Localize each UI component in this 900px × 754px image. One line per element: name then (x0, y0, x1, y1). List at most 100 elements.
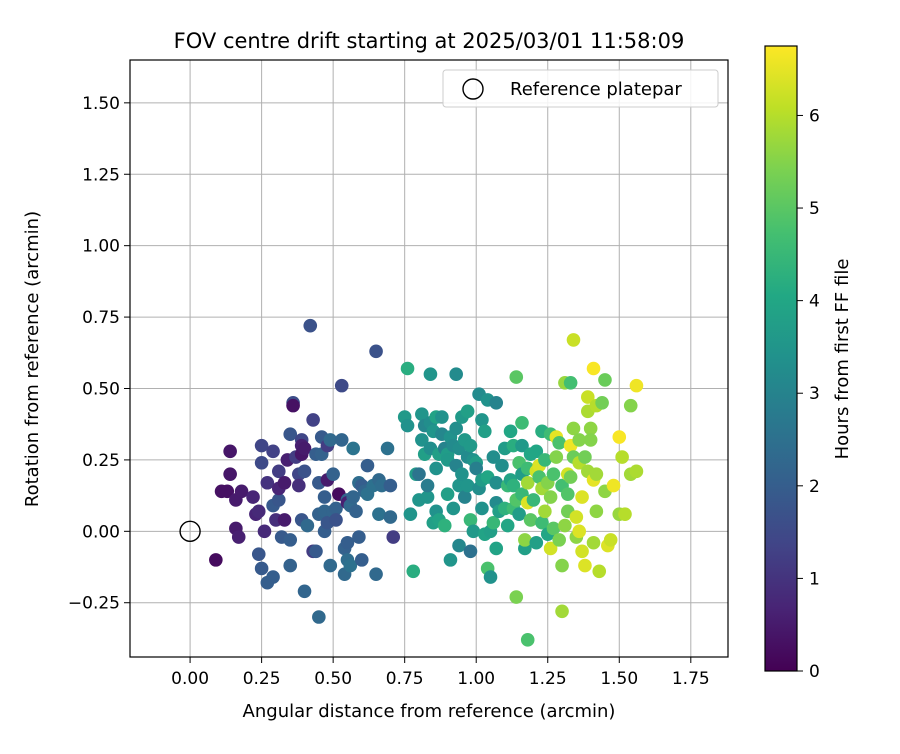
data-point (606, 478, 621, 493)
data-point (529, 444, 544, 459)
data-point (297, 584, 312, 599)
data-point (386, 530, 401, 544)
colorbar-gradient (764, 45, 798, 672)
data-point (317, 490, 332, 504)
data-point (575, 490, 589, 504)
data-point (549, 450, 564, 464)
data-point (515, 415, 529, 430)
data-point (509, 590, 524, 604)
data-point (552, 533, 566, 547)
data-point (412, 467, 426, 481)
data-point (578, 558, 592, 573)
data-point (592, 564, 607, 579)
data-point (489, 475, 504, 490)
x-axis-label: Angular distance from reference (arcmin) (243, 701, 616, 722)
data-point (400, 361, 415, 376)
data-point (506, 478, 521, 493)
colorbar-tick-label: 5 (809, 199, 820, 219)
data-point (463, 544, 478, 559)
data-point (297, 441, 312, 456)
data-point (563, 470, 578, 484)
colorbar: 0 1 2 3 4 5 6 Hours from first FF file (764, 45, 853, 682)
data-point (300, 518, 315, 533)
data-point (372, 507, 386, 521)
data-point (220, 484, 235, 499)
data-point (449, 421, 463, 436)
data-point (254, 561, 269, 576)
data-point (271, 493, 286, 507)
data-point (380, 441, 395, 456)
data-point (535, 515, 549, 530)
data-point (586, 361, 601, 376)
data-point (415, 433, 429, 447)
data-point (440, 487, 455, 501)
y-axis-label: Rotation from reference (arcmin) (22, 211, 43, 507)
y-tick-label: 0.75 (82, 308, 120, 328)
data-point (354, 553, 369, 567)
data-point (483, 570, 498, 584)
colorbar-tick-label: 4 (809, 292, 820, 312)
data-point (500, 518, 515, 533)
data-point (254, 455, 269, 470)
data-point (446, 501, 461, 516)
data-point (560, 487, 575, 501)
data-point (623, 398, 638, 413)
data-point (449, 367, 463, 382)
data-point (251, 547, 266, 561)
data-point (383, 510, 398, 524)
data-point (283, 533, 298, 547)
data-point (271, 464, 286, 479)
data-point (589, 467, 604, 481)
x-tick-label: 1.25 (529, 669, 567, 689)
data-point (277, 513, 292, 527)
grid-lines (130, 60, 728, 657)
data-point (466, 524, 481, 539)
data-point (334, 378, 349, 393)
data-point (569, 510, 584, 524)
data-point (352, 530, 366, 544)
colorbar-tick-label: 0 (809, 662, 820, 682)
data-point (292, 478, 306, 493)
colorbar-label: Hours from first FF file (832, 259, 853, 460)
data-point (329, 513, 343, 527)
data-point (369, 344, 383, 359)
data-point (566, 421, 581, 436)
data-point (518, 533, 532, 547)
data-point (615, 450, 629, 464)
data-point (297, 464, 312, 479)
data-point (477, 424, 492, 439)
data-point (575, 544, 589, 559)
plot-frame (129, 59, 729, 658)
data-point (323, 433, 338, 447)
data-point (512, 507, 526, 521)
x-tick-label: 1.00 (457, 669, 495, 689)
data-point (415, 407, 429, 422)
y-tick-label: 1.50 (82, 94, 120, 114)
data-point (629, 464, 644, 479)
data-point (257, 524, 272, 539)
data-point (489, 541, 504, 556)
data-point (520, 633, 535, 647)
chart-title: FOV centre drift starting at 2025/03/01 … (174, 29, 685, 53)
data-point (403, 507, 418, 521)
data-point (526, 493, 541, 507)
colorbar-tick-label: 6 (809, 106, 820, 126)
colorbar-tick-label: 2 (809, 477, 820, 497)
y-tick-label: 0.25 (82, 451, 120, 471)
data-point (578, 450, 592, 464)
data-point (503, 424, 518, 439)
data-point (223, 444, 237, 459)
data-point (323, 558, 338, 573)
data-point (566, 333, 581, 347)
data-point (266, 570, 280, 584)
data-point (452, 538, 466, 553)
data-point (589, 504, 604, 519)
data-point (406, 564, 421, 579)
data-point (475, 501, 489, 516)
data-point (383, 478, 398, 493)
colorbar-ticks: 0 1 2 3 4 5 6 (797, 106, 820, 682)
y-tick-label: 0.50 (82, 379, 120, 399)
data-point (334, 433, 349, 447)
data-point (246, 490, 260, 504)
y-tick-label: −0.25 (68, 594, 120, 614)
